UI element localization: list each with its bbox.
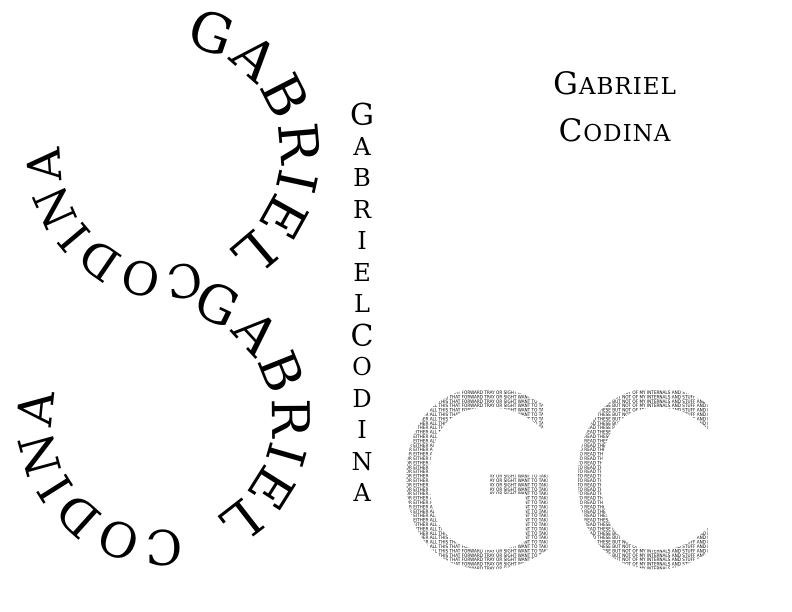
- vertical-letter: A: [353, 479, 371, 507]
- monogram-text-line: AND NOR EITHER ALL THIS THAT FORWARD TRA…: [392, 526, 722, 531]
- monogram-text-line: AND NOR EITHER ALL THIS THAT FORWARD TRA…: [392, 491, 722, 496]
- monogram-text-line: AND NOR EITHER ALL THIS THAT FORWARD TRA…: [392, 535, 722, 540]
- monogram-text-line: AND NOR EITHER ALL THIS THAT FORWARD TRA…: [392, 390, 722, 395]
- monogram-text-line: AND NOR EITHER ALL THIS THAT FORWARD TRA…: [392, 447, 722, 452]
- ring-bottom-first: GABRIEL: [184, 269, 319, 555]
- monogram-text-line: AND NOR EITHER ALL THIS THAT FORWARD TRA…: [392, 522, 722, 527]
- ring-bottom: GABRIELCODINA: [7, 269, 319, 574]
- monogram-text-line: AND NOR EITHER ALL THIS THAT FORWARD TRA…: [392, 518, 722, 523]
- ring-top-last: CODINA: [16, 144, 205, 309]
- monogram-text-line: AND NOR EITHER ALL THIS THAT FORWARD TRA…: [392, 443, 722, 448]
- vertical-letter: R: [352, 195, 372, 224]
- vertical-letter: G: [350, 98, 374, 133]
- vertical-letter: I: [357, 416, 367, 444]
- stacked-name-first-rest: ABRIEL: [578, 74, 677, 100]
- monogram-text-line: AND NOR EITHER ALL THIS THAT FORWARD TRA…: [392, 408, 722, 413]
- monogram-text-line: AND NOR EITHER ALL THIS THAT FORWARD TRA…: [392, 425, 722, 430]
- ring-top: GABRIELCODINA: [16, 0, 331, 309]
- monogram-filler-text: AND NOR EITHER ALL THIS THAT FORWARD TRA…: [392, 390, 722, 584]
- stacked-name-last-initial: C: [558, 113, 584, 149]
- monogram-text-line: AND NOR EITHER ALL THIS THAT FORWARD TRA…: [392, 460, 722, 465]
- monogram-text-line: AND NOR EITHER ALL THIS THAT FORWARD TRA…: [392, 421, 722, 426]
- vertical-letter: D: [352, 384, 372, 413]
- monogram-text-line: AND NOR EITHER ALL THIS THAT FORWARD TRA…: [392, 399, 722, 404]
- vertical-letter: I: [357, 227, 367, 255]
- monogram-text-line: AND NOR EITHER ALL THIS THAT FORWARD TRA…: [392, 509, 722, 514]
- monogram-text-line: AND NOR EITHER ALL THIS THAT FORWARD TRA…: [392, 566, 722, 571]
- monogram-text-line: AND NOR EITHER ALL THIS THAT FORWARD TRA…: [392, 416, 722, 421]
- monogram-text-line: AND NOR EITHER ALL THIS THAT FORWARD TRA…: [392, 557, 722, 562]
- monogram-text-line: AND NOR EITHER ALL THIS THAT FORWARD TRA…: [392, 548, 722, 553]
- monogram-text-line: AND NOR EITHER ALL THIS THAT FORWARD TRA…: [392, 482, 722, 487]
- ring-bottom-text: GABRIELCODINA: [7, 269, 319, 574]
- vertical-letter: O: [352, 353, 372, 381]
- monogram-text-line: AND NOR EITHER ALL THIS THAT FORWARD TRA…: [392, 403, 722, 408]
- monogram-text-line: AND NOR EITHER ALL THIS THAT FORWARD TRA…: [392, 531, 722, 536]
- gc-monogram: GC AND NOR EITHER ALL THIS THAT FORWARD …: [392, 390, 722, 584]
- ring-top-text: GABRIELCODINA: [16, 0, 331, 309]
- monogram-text-line: AND NOR EITHER ALL THIS THAT FORWARD TRA…: [392, 487, 722, 492]
- monogram-text-line: AND NOR EITHER ALL THIS THAT FORWARD TRA…: [392, 496, 722, 501]
- monogram-text-line: AND NOR EITHER ALL THIS THAT FORWARD TRA…: [392, 544, 722, 549]
- monogram-text-line: AND NOR EITHER ALL THIS THAT FORWARD TRA…: [392, 562, 722, 567]
- vertical-letter: N: [351, 447, 373, 476]
- monogram-text-line: AND NOR EITHER ALL THIS THAT FORWARD TRA…: [392, 469, 722, 474]
- monogram-text-line: AND NOR EITHER ALL THIS THAT FORWARD TRA…: [392, 456, 722, 461]
- stacked-name: GABRIEL CODINA: [530, 62, 700, 156]
- vertical-letter: E: [353, 258, 371, 287]
- monogram-text-line: AND NOR EITHER ALL THIS THAT FORWARD TRA…: [392, 575, 722, 580]
- monogram-text-line: AND NOR EITHER ALL THIS THAT FORWARD TRA…: [392, 474, 722, 479]
- monogram-text-line: AND NOR EITHER ALL THIS THAT FORWARD TRA…: [392, 513, 722, 518]
- stacked-name-first: GABRIEL: [530, 62, 700, 109]
- ring-bottom-last: CODINA: [7, 386, 183, 574]
- svg-text:GABRIELCODINA: GABRIELCODINA: [7, 269, 319, 574]
- monogram-text-line: AND NOR EITHER ALL THIS THAT FORWARD TRA…: [392, 452, 722, 457]
- stacked-name-first-initial: G: [553, 66, 579, 102]
- monogram-text-line: AND NOR EITHER ALL THIS THAT FORWARD TRA…: [392, 465, 722, 470]
- monogram-text-line: AND NOR EITHER ALL THIS THAT FORWARD TRA…: [392, 553, 722, 558]
- vertical-letter: C: [350, 318, 374, 354]
- vertical-letter: B: [353, 164, 371, 192]
- monogram-text-line: AND NOR EITHER ALL THIS THAT FORWARD TRA…: [392, 540, 722, 545]
- stacked-name-last: CODINA: [530, 109, 700, 156]
- vertical-letter: L: [354, 290, 370, 318]
- svg-text:GABRIELCODINA: GABRIELCODINA: [16, 0, 331, 309]
- monogram-text-line: AND NOR EITHER ALL THIS THAT FORWARD TRA…: [392, 430, 722, 435]
- monogram-text-line: AND NOR EITHER ALL THIS THAT FORWARD TRA…: [392, 394, 722, 399]
- monogram-text-line: AND NOR EITHER ALL THIS THAT FORWARD TRA…: [392, 570, 722, 575]
- monogram-text-line: AND NOR EITHER ALL THIS THAT FORWARD TRA…: [392, 579, 722, 584]
- monogram-text-line: AND NOR EITHER ALL THIS THAT FORWARD TRA…: [392, 478, 722, 483]
- stacked-name-last-rest: ODINA: [583, 121, 672, 147]
- monogram-text-line: AND NOR EITHER ALL THIS THAT FORWARD TRA…: [392, 434, 722, 439]
- vertical-letter: A: [353, 132, 371, 161]
- monogram-text-line: AND NOR EITHER ALL THIS THAT FORWARD TRA…: [392, 438, 722, 443]
- monogram-text-line: AND NOR EITHER ALL THIS THAT FORWARD TRA…: [392, 412, 722, 417]
- monogram-text-line: AND NOR EITHER ALL THIS THAT FORWARD TRA…: [392, 504, 722, 509]
- ring-top-first: GABRIEL: [180, 0, 331, 289]
- monogram-text-line: AND NOR EITHER ALL THIS THAT FORWARD TRA…: [392, 500, 722, 505]
